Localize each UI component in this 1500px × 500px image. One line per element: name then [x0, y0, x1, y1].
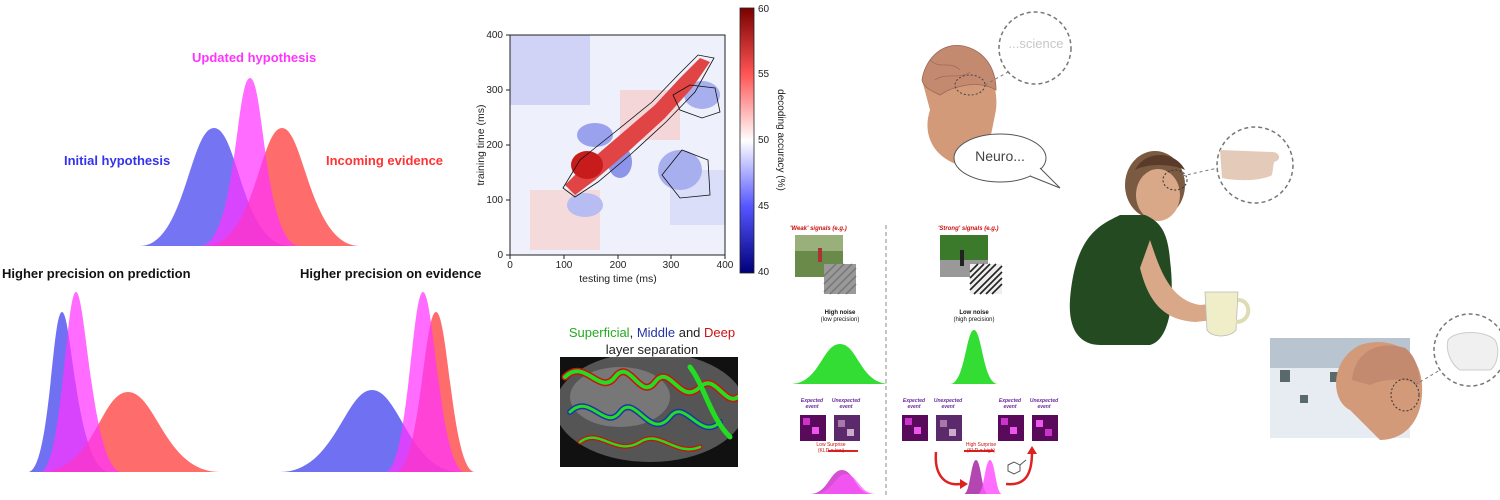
weak-unexpected-square: [834, 415, 860, 441]
woman-figure: [1069, 151, 1232, 345]
colorbar: [739, 7, 755, 274]
updated-hypothesis-label: Updated hypothesis: [192, 50, 317, 65]
bayes-curves: [28, 78, 475, 472]
narrow-green-distribution: [950, 330, 998, 384]
evidence-precision-label: Higher precision on evidence: [300, 266, 482, 281]
incoming-evidence-label: Incoming evidence: [326, 153, 444, 168]
cbar-tick-55: 55: [758, 69, 770, 80]
low-surprise-line2: (KLD = low): [817, 448, 845, 454]
weak-noise-caption: High noise (low precision): [800, 310, 880, 324]
low-surprise-line1: Low Surprise: [816, 442, 846, 448]
colorbar-label: decoding accuracy (%): [775, 89, 786, 191]
middle-word: Middle: [636, 325, 676, 340]
x-tick-100: 100: [556, 260, 573, 271]
y-tick-300: 300: [486, 85, 503, 96]
weak-noise-line2: (low precision): [820, 317, 860, 323]
thought-text: ...science: [1008, 36, 1064, 51]
thought-bubble-1: [998, 11, 1072, 85]
y-tick-100: 100: [486, 195, 503, 206]
strong-unexpected-label: Unexpected event: [933, 398, 963, 410]
y-tick-0: 0: [497, 250, 503, 261]
superficial-word: Superficial: [568, 325, 630, 340]
x-tick-300: 300: [663, 260, 680, 271]
weak-unexpected-label: Unexpected event: [831, 398, 861, 410]
speech-text: Neuro...: [975, 148, 1025, 164]
strong-noise-line2: (high precision): [953, 317, 995, 323]
high-surprise-distribution: [964, 460, 988, 494]
high-surprise-line2: (KLD = high): [966, 448, 996, 454]
wide-green-distribution: [790, 344, 890, 384]
cortex-layer-image: [560, 357, 738, 467]
layer-separation-title: Superficial, Middle and Deep layer separ…: [562, 324, 742, 358]
high-surprise-line1: High Surprise: [965, 442, 997, 448]
y-tick-200: 200: [486, 140, 503, 151]
initial-hypothesis-label: Initial hypothesis: [64, 153, 171, 168]
title-separator-2: and: [675, 325, 705, 340]
decoding-heatmap: 0 100 200 300 400 0 100 200 300 400 test…: [475, 4, 786, 285]
cbar-tick-50: 50: [758, 135, 770, 146]
strong-noise-caption: Low noise (high precision): [934, 310, 1014, 324]
strong-unexpected-label-2: Unexpected event: [1029, 398, 1059, 410]
prediction-precision-label: Higher precision on prediction: [2, 266, 191, 281]
polar-bear-in-bubble: [1446, 332, 1499, 371]
prediction-updated-curve: [40, 292, 122, 472]
low-surprise-caption: Low Surprise (KLD = low): [808, 442, 854, 454]
strong-signals-title: 'Strong' signals (e.g.): [938, 226, 999, 232]
y-axis-label: training time (ms): [475, 104, 487, 185]
strong-unexpected-square: [936, 415, 962, 441]
heads-illustration: [921, 11, 1500, 440]
cbar-tick-60: 60: [758, 4, 770, 15]
left-red-arrow: [934, 451, 961, 486]
deep-word: Deep: [704, 325, 736, 340]
weak-expected-label: Expected event: [800, 398, 824, 410]
x-tick-200: 200: [610, 260, 627, 271]
strong-expected-label-2: Expected event: [998, 398, 1022, 410]
signals-figure: [790, 225, 1058, 498]
layer-separation-subtitle: layer separation: [605, 342, 699, 357]
strong-noise-line1: Low noise: [959, 310, 989, 316]
title-separator-1: ,: [629, 325, 637, 340]
evidence-prec-updated-curve: [385, 292, 465, 472]
strong-expected-label: Expected event: [902, 398, 926, 410]
weak-noise-line1: High noise: [824, 310, 856, 316]
head-3: [1336, 341, 1423, 440]
mug: [1204, 291, 1251, 337]
hand-in-bubble: [1220, 150, 1280, 181]
x-axis-label: testing time (ms): [579, 273, 657, 285]
high-surprise-caption: High Surprise (KLD = high): [956, 442, 1006, 454]
updated-curve: [200, 78, 300, 246]
x-tick-400: 400: [717, 260, 734, 271]
x-tick-0: 0: [507, 260, 513, 271]
weak-signals-title: 'Weak' signals (e.g.): [790, 226, 847, 232]
strong-unexpected-square-2: [1032, 415, 1058, 441]
cbar-tick-40: 40: [758, 267, 770, 278]
speech-bubble: [953, 133, 1047, 183]
y-tick-400: 400: [486, 30, 503, 41]
right-red-arrow: [1005, 451, 1034, 486]
cbar-tick-45: 45: [758, 201, 770, 212]
